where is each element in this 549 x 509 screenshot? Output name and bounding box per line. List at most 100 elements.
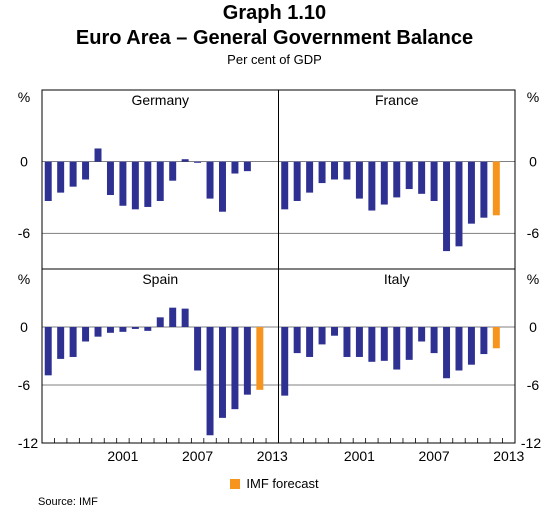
bar-germany-2008 <box>206 161 214 199</box>
bar-italy-1999 <box>331 327 338 336</box>
y-tick-label: -12 <box>521 435 541 451</box>
bar-spain-2011 <box>243 327 251 395</box>
bar-italy-1997 <box>306 327 314 357</box>
panel-label-spain: Spain <box>142 271 178 287</box>
bar-italy-1998 <box>318 327 326 345</box>
bar-italy-2002 <box>368 327 376 362</box>
bar-france-2011 <box>480 161 488 218</box>
bar-germany-2009 <box>219 161 226 212</box>
chart-units: Per cent of GDP <box>227 52 322 67</box>
y-tick-label: 0 <box>20 154 28 170</box>
y-tick-label: -6 <box>18 225 31 241</box>
chart-subtitle: Euro Area – General Government Balance <box>75 27 474 49</box>
bar-france-2012 <box>492 161 500 216</box>
bar-france-2003 <box>380 161 388 205</box>
bar-france-1999 <box>331 161 338 180</box>
y-tick-label: % <box>18 89 30 105</box>
bar-france-2000 <box>343 161 351 180</box>
bar-germany-1996 <box>57 161 65 193</box>
bar-germany-1998 <box>82 161 90 180</box>
bar-germany-2011 <box>243 161 251 172</box>
bar-germany-2001 <box>119 161 127 206</box>
bar-germany-2004 <box>156 161 164 201</box>
source-note: Source: IMF <box>38 496 98 508</box>
legend-swatch-forecast <box>230 479 241 489</box>
bar-france-1996 <box>293 161 301 201</box>
bar-france-2010 <box>467 161 475 224</box>
bar-spain-2001 <box>119 327 127 332</box>
y-tick-label: 0 <box>529 319 537 335</box>
x-tick-label: 2001 <box>107 448 138 464</box>
bar-germany-2010 <box>231 161 239 174</box>
bar-spain-2006 <box>181 308 189 327</box>
bar-france-2004 <box>393 161 401 198</box>
bar-germany-2003 <box>144 161 152 207</box>
bar-germany-2002 <box>131 161 139 210</box>
bar-spain-1995 <box>44 327 52 376</box>
bar-italy-2008 <box>443 327 451 379</box>
bar-spain-2004 <box>156 317 164 327</box>
x-tick-label: 2001 <box>344 448 375 464</box>
y-tick-label: -6 <box>527 377 540 393</box>
bar-italy-2009 <box>455 327 463 371</box>
y-tick-label: -6 <box>18 377 31 393</box>
bar-italy-2003 <box>380 327 388 361</box>
panel-label-italy: Italy <box>384 271 410 287</box>
bar-france-2002 <box>368 161 376 211</box>
bar-france-2001 <box>355 161 363 199</box>
bar-spain-2012 <box>256 327 264 390</box>
x-tick-label: 2013 <box>257 448 288 464</box>
bar-spain-1999 <box>94 327 102 337</box>
bar-france-1995 <box>281 161 289 210</box>
panel-label-france: France <box>375 92 419 108</box>
y-tick-label: -12 <box>18 435 38 451</box>
bar-italy-2000 <box>343 327 351 357</box>
bar-germany-1995 <box>44 161 52 201</box>
bar-spain-2007 <box>194 327 202 371</box>
bar-germany-2005 <box>169 161 177 181</box>
bar-italy-2007 <box>430 327 438 354</box>
x-tick-label: 2007 <box>419 448 450 464</box>
bar-spain-1996 <box>57 327 65 359</box>
bar-spain-2005 <box>169 307 177 327</box>
bar-france-1997 <box>306 161 314 193</box>
bar-france-1998 <box>318 161 326 184</box>
y-tick-label: % <box>527 89 539 105</box>
bar-spain-2008 <box>206 327 214 436</box>
bar-spain-1998 <box>82 327 90 342</box>
panel-label-germany: Germany <box>131 92 189 108</box>
bar-italy-2010 <box>467 327 475 365</box>
chart-title: Graph 1.10 <box>222 2 327 24</box>
bar-france-2006 <box>418 161 426 194</box>
bar-germany-2006 <box>181 159 189 162</box>
bar-spain-2009 <box>219 327 226 418</box>
bar-italy-1995 <box>281 327 289 396</box>
y-tick-label: 0 <box>20 319 28 335</box>
legend: IMF forecast <box>0 476 549 491</box>
bar-france-2008 <box>443 161 451 252</box>
bar-spain-2002 <box>131 327 139 329</box>
bar-spain-1997 <box>69 327 77 357</box>
bar-italy-2004 <box>393 327 401 370</box>
bar-germany-2007 <box>194 161 202 163</box>
bar-germany-2000 <box>106 161 114 196</box>
legend-label-forecast: IMF forecast <box>246 476 319 491</box>
bar-italy-2005 <box>405 327 413 360</box>
bar-italy-2001 <box>355 327 363 357</box>
y-tick-label: 0 <box>529 154 537 170</box>
bar-germany-1999 <box>94 148 102 162</box>
x-tick-label: 2013 <box>493 448 524 464</box>
bar-france-2007 <box>430 161 438 201</box>
bar-spain-2000 <box>106 327 114 333</box>
bar-spain-2010 <box>231 327 239 410</box>
bar-spain-2003 <box>144 327 152 331</box>
bar-italy-2011 <box>480 327 488 355</box>
bar-italy-2006 <box>418 327 426 342</box>
y-tick-label: % <box>527 271 539 287</box>
bar-italy-2012 <box>492 327 500 349</box>
bar-france-2005 <box>405 161 413 190</box>
bar-france-2009 <box>455 161 463 247</box>
x-tick-label: 2007 <box>182 448 213 464</box>
bar-italy-1996 <box>293 327 301 354</box>
